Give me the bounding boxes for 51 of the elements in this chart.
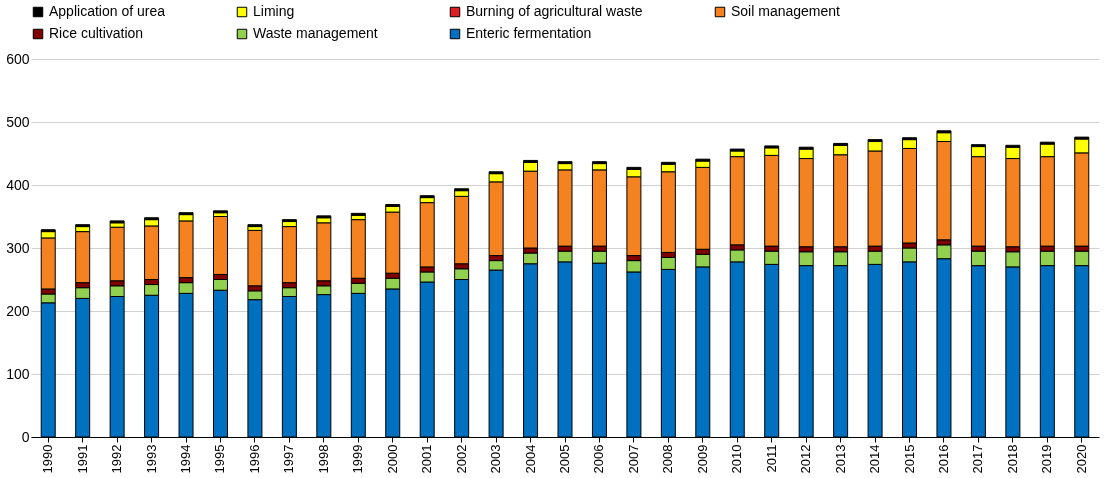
legend-label: Burning of agricultural waste: [466, 3, 643, 19]
bar: [281, 226, 297, 284]
bar: [316, 222, 332, 282]
y-tick-label: 400: [6, 176, 30, 193]
y-tick-label: 300: [6, 239, 30, 256]
y-tick-label: 600: [6, 50, 30, 67]
x-tick-label: 2014: [867, 444, 883, 474]
x-tick-label: 1990: [40, 444, 56, 474]
x-tick-label: 2001: [419, 444, 435, 474]
x-tick-label: 2002: [453, 444, 469, 474]
x-tick-label: 2019: [1039, 444, 1055, 474]
x-tick-label: 2005: [557, 444, 572, 474]
x-tick-label: 2007: [625, 444, 641, 474]
x-tick-label: 2016: [935, 444, 951, 474]
x-tick-label: 1992: [109, 444, 125, 474]
y-tick-label: 0: [21, 428, 30, 445]
x-tick-label: 1993: [143, 444, 159, 474]
x-tick-label: 2020: [1073, 444, 1089, 474]
x-tick-label: 2000: [384, 444, 400, 474]
x-tick-label: 2013: [832, 444, 848, 474]
x-tick-label: 2018: [1004, 444, 1020, 474]
x-tick-label: 2003: [488, 444, 504, 474]
x-tick-label: 2008: [660, 444, 676, 474]
x-tick-label: 2004: [522, 444, 538, 474]
x-tick-label: 2012: [798, 444, 814, 474]
x-tick-label: 1999: [350, 444, 366, 474]
x-tick-label: 1994: [178, 444, 194, 474]
bar: [109, 226, 125, 282]
y-tick-label: 100: [6, 365, 30, 382]
legend-label: Waste management: [253, 25, 378, 41]
legend-label: Liming: [253, 3, 295, 19]
x-tick-label: 1997: [281, 444, 297, 474]
x-tick-label: 2009: [694, 444, 710, 474]
legend-label: Rice cultivation: [49, 25, 144, 41]
x-tick-label: 2017: [970, 444, 986, 474]
bar: [454, 195, 470, 265]
x-tick-label: 1995: [212, 444, 228, 474]
y-tick-label: 500: [6, 113, 30, 130]
legend-label: Soil management: [731, 3, 841, 19]
x-tick-label: 2010: [729, 444, 745, 474]
x-tick-label: 2006: [591, 444, 607, 474]
y-tick-label: 200: [6, 302, 30, 319]
legend-label: Application of urea: [49, 3, 166, 19]
bar: [75, 231, 91, 284]
x-tick-label: 2011: [763, 444, 779, 473]
x-tick-label: 1998: [315, 444, 331, 474]
bar: [247, 229, 263, 287]
x-tick-label: 2015: [901, 444, 917, 474]
x-tick-label: 1991: [74, 444, 90, 474]
legend-label: Enteric fermentation: [466, 25, 592, 41]
x-tick-label: 1996: [246, 444, 262, 474]
